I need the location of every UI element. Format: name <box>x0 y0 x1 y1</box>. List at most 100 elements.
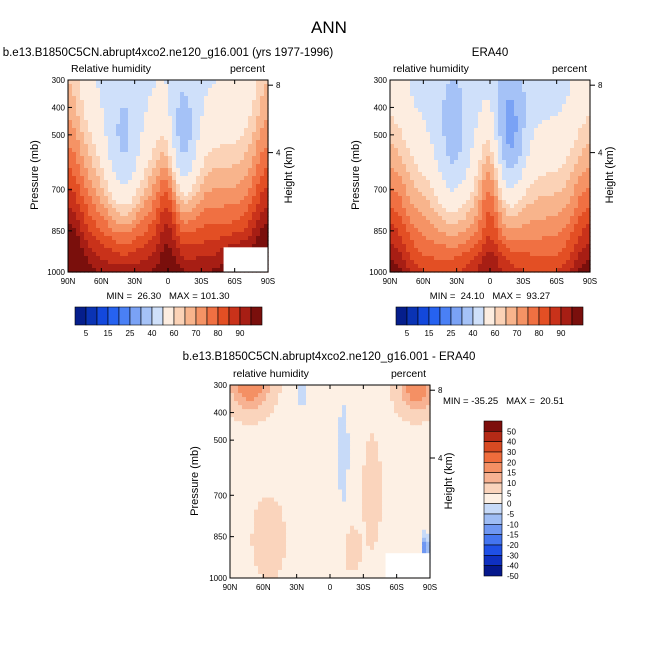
obs-cell <box>422 260 427 265</box>
obs-cell <box>550 168 555 173</box>
diff-cell <box>370 389 375 394</box>
model-cell <box>152 120 157 125</box>
obs-cell <box>546 260 551 265</box>
model-cell <box>164 268 169 273</box>
obs-cell <box>438 80 443 85</box>
model-cell <box>76 188 81 193</box>
model-cell <box>92 116 97 121</box>
model-cell <box>248 240 253 245</box>
obs-cell <box>478 256 483 261</box>
model-cell <box>144 244 149 249</box>
obs-cell <box>430 264 435 269</box>
obs-cell <box>550 188 555 193</box>
obs-cell <box>550 144 555 149</box>
obs-cell <box>398 244 403 249</box>
obs-cell <box>406 156 411 161</box>
obs-cell <box>494 124 499 129</box>
model-cell <box>256 156 261 161</box>
obs-cell <box>426 116 431 121</box>
model-cell <box>160 152 165 157</box>
obs-cell <box>442 240 447 245</box>
model-cell <box>256 192 261 197</box>
model-cell <box>92 240 97 245</box>
model-cell <box>100 88 105 93</box>
model-cell <box>128 260 133 265</box>
obs-cell <box>586 120 591 125</box>
obs-cell <box>546 132 551 137</box>
obs-cell <box>490 216 495 221</box>
obs-cell <box>462 144 467 149</box>
model-cell <box>184 220 189 225</box>
model-cell <box>80 132 85 137</box>
model-cell <box>228 108 233 113</box>
obs-cell <box>510 268 515 273</box>
model-cell <box>104 116 109 121</box>
obs-cell <box>542 136 547 141</box>
obs-cell <box>410 96 415 101</box>
model-cell <box>220 200 225 205</box>
model-cell <box>208 212 213 217</box>
obs-cell <box>414 128 419 133</box>
model-cell <box>76 248 81 253</box>
model-cell <box>152 196 157 201</box>
model-cell <box>196 212 201 217</box>
model-cell <box>192 220 197 225</box>
model-cell <box>228 164 233 169</box>
obs-cell <box>514 248 519 253</box>
model-cell <box>152 204 157 209</box>
model-cell <box>72 212 77 217</box>
model-cell <box>116 172 121 177</box>
obs-cell <box>562 124 567 129</box>
obs-cell <box>414 216 419 221</box>
obs-cell <box>466 220 471 225</box>
obs-cell <box>510 176 515 181</box>
obs-cell <box>442 184 447 189</box>
model-cell <box>144 100 149 105</box>
obs-cell <box>446 104 451 109</box>
obs-cell <box>402 156 407 161</box>
model-cell <box>136 260 141 265</box>
model-cell <box>128 172 133 177</box>
obs-cell <box>438 212 443 217</box>
obs-cell <box>390 252 395 257</box>
obs-cell <box>550 160 555 165</box>
model-cell <box>128 112 133 117</box>
model-cell <box>232 208 237 213</box>
model-cell <box>84 232 89 237</box>
model-cell <box>172 224 177 229</box>
model-cell <box>260 128 265 133</box>
obs-cell <box>510 180 515 185</box>
model-cell <box>200 164 205 169</box>
diff-cell <box>254 389 259 394</box>
model-cell <box>264 192 269 197</box>
model-cell <box>132 172 137 177</box>
obs-cell <box>490 208 495 213</box>
obs-cell <box>398 208 403 213</box>
model-cell <box>236 92 241 97</box>
obs-cell <box>430 256 435 261</box>
obs-cell <box>522 156 527 161</box>
model-cell <box>128 96 133 101</box>
model-cell <box>220 140 225 145</box>
model-cell <box>84 160 89 165</box>
obs-cell <box>526 116 531 121</box>
model-cell <box>152 232 157 237</box>
obs-cell <box>538 260 543 265</box>
model-cell <box>80 200 85 205</box>
model-cell <box>128 248 133 253</box>
model-cell <box>68 140 73 145</box>
model-cell <box>72 112 77 117</box>
obs-cell <box>534 124 539 129</box>
obs-cell <box>394 160 399 165</box>
obs-cell <box>450 200 455 205</box>
obs-cell <box>458 144 463 149</box>
obs-cell <box>406 124 411 129</box>
obs-cell <box>546 148 551 153</box>
obs-cell <box>450 92 455 97</box>
obs-cell <box>462 152 467 157</box>
model-cell <box>92 120 97 125</box>
model-cell <box>148 248 153 253</box>
model-cell <box>236 228 241 233</box>
model-cell <box>248 176 253 181</box>
obs-cell <box>558 220 563 225</box>
